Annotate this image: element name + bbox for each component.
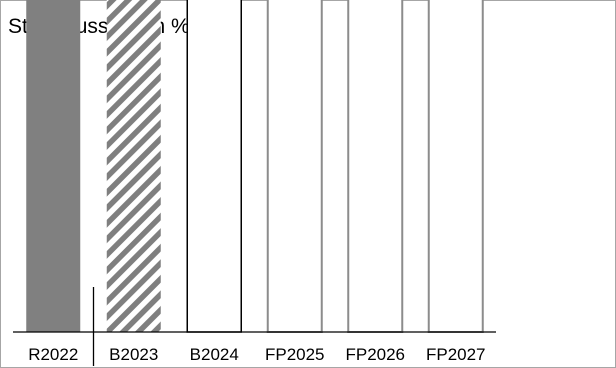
x-axis: R2022 B2023 B2024 FP2025 FP2026 FP2027 — [13, 287, 496, 366]
bar-FP2025 — [266, 0, 323, 333]
bar-B2024 — [186, 0, 242, 333]
tick-label-FP2027: FP2027 — [426, 345, 486, 364]
tick-label-FP2025: FP2025 — [265, 345, 325, 364]
bar-B2023 — [106, 0, 161, 333]
bars-group — [26, 0, 484, 333]
bar-R2022 — [26, 0, 81, 332]
bar-FP2026 — [347, 0, 404, 333]
bar-FP2027 — [427, 0, 484, 333]
tick-label-B2023: B2023 — [109, 345, 158, 364]
tick-label-R2022: R2022 — [28, 345, 78, 364]
tick-label-FP2026: FP2026 — [345, 345, 405, 364]
tick-label-B2024: B2024 — [190, 345, 239, 364]
